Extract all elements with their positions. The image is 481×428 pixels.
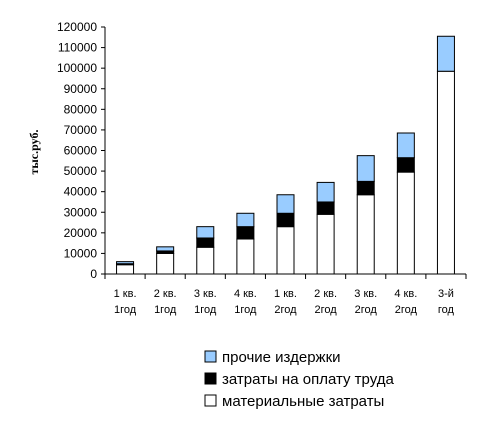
bar-segment-other bbox=[116, 261, 135, 265]
bar-segment-material bbox=[196, 246, 215, 275]
bar-segment-material bbox=[396, 171, 415, 275]
y-tick-label: 70000 bbox=[64, 123, 98, 137]
x-tick-label: 1год bbox=[194, 304, 217, 316]
y-tick-label: 30000 bbox=[64, 205, 98, 219]
x-tick-label: 2год bbox=[395, 304, 418, 316]
y-tick-label: 10000 bbox=[64, 246, 98, 260]
legend-label: прочие издержки bbox=[222, 349, 341, 366]
x-tick-label: 2 кв. bbox=[314, 288, 337, 300]
bar-segment-other bbox=[236, 212, 255, 228]
bar-segment-other bbox=[316, 181, 335, 203]
bar-segment-material bbox=[116, 264, 135, 275]
y-tick-label: 20000 bbox=[64, 226, 98, 240]
x-tick-label: 3 кв. bbox=[194, 288, 217, 300]
x-tick-label: 2год bbox=[315, 304, 338, 316]
bar-segment-other bbox=[196, 226, 215, 239]
y-tick-label: 0 bbox=[90, 267, 97, 281]
bar-segment-labor bbox=[276, 212, 295, 228]
x-tick-label: 2год bbox=[355, 304, 378, 316]
y-tick-label: 40000 bbox=[64, 185, 98, 199]
bar-segment-labor bbox=[356, 180, 375, 196]
x-tick-label: 2 кв. bbox=[154, 288, 177, 300]
x-tick-label: 3-й bbox=[438, 288, 454, 300]
y-axis: 0 10000 20000 30000 40000 50000 60000 70000 8000… bbox=[57, 20, 106, 281]
legend-swatch bbox=[204, 350, 217, 363]
bar-segment-labor bbox=[236, 226, 255, 240]
bar-segment-material bbox=[236, 238, 255, 275]
bar-segment-material bbox=[356, 194, 375, 275]
x-tick-label: 1 кв. bbox=[274, 288, 297, 300]
bar-segment-other bbox=[396, 132, 415, 159]
legend-label: материальные затраты bbox=[222, 393, 384, 410]
x-tick-label: 1 кв. bbox=[114, 288, 137, 300]
x-tick-label: 4 кв. bbox=[234, 288, 257, 300]
x-tick-label: 4 кв. bbox=[394, 288, 417, 300]
bar-segment-other bbox=[356, 155, 375, 182]
x-axis: 1 кв. 1год 2 кв. 1год 3 кв. 1год 4 кв. 1год 1 кв… bbox=[104, 273, 467, 316]
bar-segment-other bbox=[276, 194, 295, 214]
x-tick-label: год bbox=[438, 304, 455, 316]
x-tick-label: 2год bbox=[274, 304, 297, 316]
bars bbox=[116, 35, 455, 275]
bar-segment-labor bbox=[316, 201, 335, 215]
legend-swatch bbox=[204, 394, 217, 407]
bar-segment-material bbox=[276, 226, 295, 275]
x-tick-label: 1год bbox=[234, 304, 257, 316]
y-tick-label: 90000 bbox=[64, 82, 98, 96]
y-tick-label: 110000 bbox=[58, 41, 97, 55]
y-tick-label: 120000 bbox=[57, 20, 97, 34]
x-tick-label: 1год bbox=[154, 304, 177, 316]
bar-segment-labor bbox=[396, 157, 415, 173]
legend-swatch bbox=[204, 372, 217, 385]
x-tick-label: 1год bbox=[114, 304, 137, 316]
bar-segment-labor bbox=[196, 237, 215, 248]
y-tick-label: 60000 bbox=[64, 144, 98, 158]
bar-segment-material bbox=[156, 252, 175, 275]
legend: прочие издержки затраты на оплату труда ма… bbox=[204, 349, 394, 410]
y-tick-label: 100000 bbox=[57, 61, 97, 75]
y-tick-label: 80000 bbox=[64, 102, 98, 116]
legend-label: затраты на оплату труда bbox=[222, 371, 394, 388]
x-tick-label: 3 кв. bbox=[354, 288, 377, 300]
bar-segment-material bbox=[436, 70, 455, 275]
bar-segment-other bbox=[156, 246, 175, 252]
bar-segment-material bbox=[316, 213, 335, 275]
bar-segment-other bbox=[436, 35, 455, 72]
y-tick-label: 50000 bbox=[64, 164, 98, 178]
y-axis-title: тыс.руб. bbox=[27, 130, 41, 175]
